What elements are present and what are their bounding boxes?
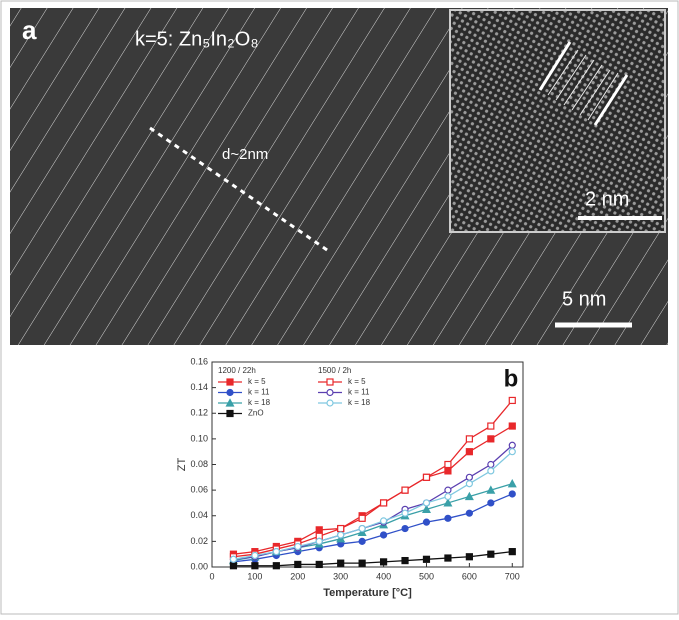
marker <box>230 563 236 569</box>
panel-label: b <box>504 365 519 392</box>
figure: a k=5: Zn₅In₂O₈ d~2nm 2 nm 5 nm 0.00 0.02… <box>0 0 679 615</box>
marker <box>466 510 472 516</box>
y-tick-label: 0.16 <box>190 356 208 366</box>
marker <box>445 555 451 561</box>
x-tick-label: 200 <box>290 571 305 581</box>
marker <box>359 515 365 521</box>
marker <box>316 561 322 567</box>
marker <box>295 544 301 550</box>
marker <box>445 494 451 500</box>
formula: k=5: Zn₅In₂O₈ <box>135 28 259 50</box>
marker <box>359 526 365 532</box>
marker <box>402 558 408 564</box>
marker <box>423 500 429 506</box>
marker <box>230 556 236 562</box>
y-tick-label: 0.06 <box>190 485 208 495</box>
x-tick-label: 0 <box>209 571 214 581</box>
marker <box>273 563 279 569</box>
legend-marker <box>227 390 233 396</box>
marker <box>488 423 494 429</box>
marker <box>423 556 429 562</box>
marker <box>445 468 451 474</box>
x-tick-label: 300 <box>333 571 348 581</box>
legend-title: 1200 / 22h <box>218 366 256 375</box>
marker <box>402 526 408 532</box>
marker <box>488 468 494 474</box>
y-tick-label: 0.08 <box>190 459 208 469</box>
x-tick-label: 600 <box>462 571 477 581</box>
marker <box>466 481 472 487</box>
y-tick-label: 0.00 <box>190 561 208 571</box>
marker <box>509 397 515 403</box>
marker <box>466 474 472 480</box>
y-tick-label: 0.10 <box>190 433 208 443</box>
marker <box>359 538 365 544</box>
marker <box>488 436 494 442</box>
marker <box>509 549 515 555</box>
x-tick-label: 700 <box>505 571 520 581</box>
marker <box>359 560 365 566</box>
y-tick-label: 0.04 <box>190 510 208 520</box>
marker <box>402 510 408 516</box>
marker <box>509 449 515 455</box>
x-tick-label: 100 <box>247 571 262 581</box>
marker <box>316 527 322 533</box>
marker <box>488 462 494 468</box>
legend-marker <box>327 400 333 406</box>
legend-label: k = 18 <box>348 398 371 407</box>
marker <box>488 551 494 557</box>
marker <box>445 462 451 468</box>
y-tick-label: 0.02 <box>190 536 208 546</box>
marker <box>381 559 387 565</box>
main-scale-label: 5 nm <box>562 288 606 310</box>
marker <box>273 549 279 555</box>
marker <box>445 515 451 521</box>
marker <box>381 500 387 506</box>
x-axis-label: Temperature [°C] <box>323 587 412 599</box>
inset-scale-label: 2 nm <box>585 188 629 210</box>
legend-label: k = 18 <box>248 398 271 407</box>
x-tick-label: 500 <box>419 571 434 581</box>
marker <box>338 560 344 566</box>
marker <box>445 487 451 493</box>
y-tick-label: 0.12 <box>190 408 208 418</box>
marker <box>252 552 258 558</box>
marker <box>338 526 344 532</box>
marker <box>381 532 387 538</box>
marker <box>338 532 344 538</box>
marker <box>295 561 301 567</box>
marker <box>316 538 322 544</box>
marker <box>466 449 472 455</box>
marker <box>509 491 515 497</box>
marker <box>466 436 472 442</box>
marker <box>381 518 387 524</box>
marker <box>402 487 408 493</box>
legend-label: ZnO <box>248 409 264 418</box>
y-axis-label: ZT <box>176 458 188 472</box>
marker <box>488 500 494 506</box>
marker <box>509 442 515 448</box>
legend-marker <box>327 390 333 396</box>
y-tick-label: 0.14 <box>190 382 208 392</box>
legend-label: k = 11 <box>248 388 270 397</box>
marker <box>252 563 258 569</box>
marker <box>423 519 429 525</box>
x-tick-label: 400 <box>376 571 391 581</box>
marker <box>509 423 515 429</box>
panel-label: a <box>22 15 37 45</box>
marker <box>466 554 472 560</box>
legend-marker <box>227 379 233 385</box>
legend-label: k = 5 <box>248 377 266 386</box>
legend-title: 1500 / 2h <box>318 366 351 375</box>
marker <box>423 474 429 480</box>
spacing-label: d~2nm <box>222 146 268 163</box>
legend-label: k = 11 <box>348 388 370 397</box>
legend-marker <box>327 379 333 385</box>
legend-marker <box>227 411 233 417</box>
legend-label: k = 5 <box>348 377 366 386</box>
inset-micrograph <box>450 10 665 232</box>
